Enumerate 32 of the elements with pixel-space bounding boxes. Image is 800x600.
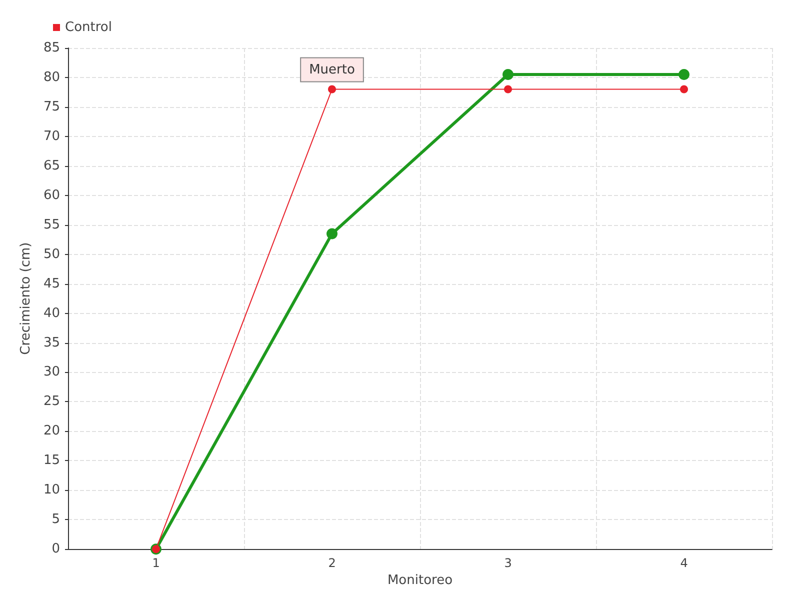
point	[502, 69, 514, 80]
y-tick-label: 65	[43, 158, 60, 174]
y-tick-label: 0	[52, 542, 60, 557]
point	[326, 228, 338, 240]
y-tick-label: 70	[43, 128, 60, 144]
y-tick-label: 80	[43, 70, 60, 85]
y-tick-label: 50	[43, 246, 60, 262]
y-tick-label: 40	[43, 306, 60, 321]
point	[678, 69, 690, 80]
y-tick-label: 55	[43, 217, 60, 232]
x-tick-label: 4	[680, 556, 688, 570]
annotation: Muerto	[309, 62, 355, 78]
x-tick-label: 2	[328, 556, 336, 570]
y-tick-label: 85	[43, 40, 60, 56]
x-tick-label: 1	[152, 556, 160, 570]
y-tick-label: 15	[43, 453, 60, 468]
y-tick-label: 75	[43, 99, 60, 114]
y-tick-label: 30	[43, 364, 60, 380]
y-tick-label: 45	[43, 276, 60, 292]
y-axis-title: Crecimiento (cm)	[18, 242, 34, 355]
legend-label: Control	[65, 20, 112, 35]
y-tick-label: 20	[43, 424, 60, 439]
x-axis-title: Monitoreo	[387, 573, 453, 588]
y-tick-label: 5	[52, 512, 60, 528]
point	[328, 85, 336, 94]
y-tick-label: 10	[43, 482, 60, 498]
y-tick-label: 60	[43, 188, 60, 203]
y-tick-label: 35	[43, 335, 60, 350]
point	[680, 85, 688, 94]
y-tick-label: 25	[43, 394, 60, 410]
point	[504, 85, 512, 94]
x-tick-label: 3	[504, 556, 512, 570]
